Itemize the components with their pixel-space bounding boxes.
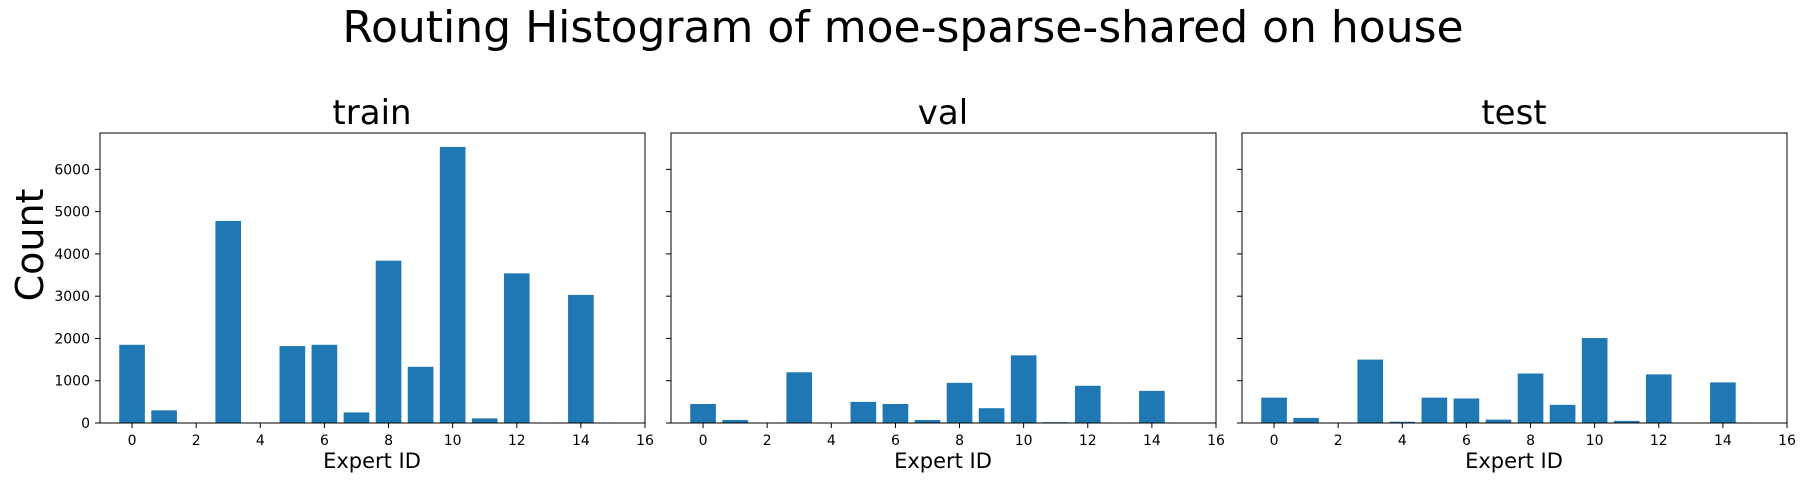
panel-title: train bbox=[332, 93, 411, 133]
x-tick-label: 4 bbox=[827, 433, 836, 449]
bar-expert-5 bbox=[850, 401, 877, 423]
bar-expert-9 bbox=[1549, 404, 1576, 423]
panel-val: val Expert ID 0 2 4 6 8 10 12 14 16 bbox=[666, 93, 1225, 473]
x-tick-label: 10 bbox=[444, 433, 462, 449]
bar-expert-6 bbox=[882, 403, 909, 423]
bar-expert-10 bbox=[439, 146, 466, 423]
x-tick-label: 6 bbox=[891, 433, 900, 449]
bars-train bbox=[119, 146, 594, 423]
bar-expert-10 bbox=[1581, 338, 1608, 423]
bar-expert-5 bbox=[1421, 397, 1448, 423]
y-tick-label: 5000 bbox=[54, 205, 90, 221]
bar-expert-12 bbox=[1645, 374, 1672, 423]
ticks-train: 0 2 4 6 8 10 12 14 16 0 1000 2000 3000 4000 5000 6000 bbox=[54, 162, 654, 449]
x-tick-label: 2 bbox=[763, 433, 772, 449]
x-tick-label: 16 bbox=[1778, 433, 1796, 449]
panel-title: val bbox=[918, 93, 968, 133]
bar-expert-8 bbox=[946, 382, 973, 423]
x-axis-label: Expert ID bbox=[894, 449, 992, 473]
bar-expert-9 bbox=[978, 408, 1005, 423]
x-tick-label: 2 bbox=[1334, 433, 1343, 449]
bar-expert-9 bbox=[407, 366, 434, 423]
x-tick-label: 8 bbox=[1526, 433, 1535, 449]
x-tick-label: 10 bbox=[1586, 433, 1604, 449]
bar-expert-0 bbox=[119, 344, 145, 423]
bar-expert-6 bbox=[311, 344, 338, 423]
x-tick-label: 2 bbox=[192, 433, 201, 449]
x-tick-label: 8 bbox=[955, 433, 964, 449]
bar-expert-4 bbox=[1389, 421, 1416, 423]
ticks-test: 0 2 4 6 8 10 12 14 16 bbox=[1237, 168, 1796, 449]
bar-expert-1 bbox=[151, 410, 177, 423]
bar-expert-14 bbox=[1710, 382, 1736, 423]
bar-expert-10 bbox=[1010, 355, 1037, 423]
x-tick-label: 6 bbox=[1462, 433, 1471, 449]
bar-expert-1 bbox=[1293, 417, 1319, 423]
x-axis-label: Expert ID bbox=[323, 449, 421, 473]
y-tick-label: 4000 bbox=[54, 247, 90, 263]
x-tick-label: 12 bbox=[1079, 433, 1097, 449]
bar-expert-3 bbox=[1357, 359, 1384, 423]
bars-val bbox=[690, 355, 1165, 423]
x-tick-label: 4 bbox=[1398, 433, 1407, 449]
x-tick-label: 12 bbox=[508, 433, 526, 449]
x-tick-label: 16 bbox=[1207, 433, 1225, 449]
bar-expert-5 bbox=[279, 346, 306, 423]
x-tick-label: 0 bbox=[1270, 433, 1279, 449]
x-tick-label: 14 bbox=[1143, 433, 1161, 449]
x-tick-label: 4 bbox=[256, 433, 265, 449]
bar-expert-0 bbox=[1261, 397, 1287, 423]
panel-title: test bbox=[1481, 93, 1546, 133]
bar-expert-14 bbox=[568, 294, 594, 423]
panel-train: train Expert ID 0 2 4 6 8 10 12 14 16 0 1000 2000 30… bbox=[54, 93, 654, 473]
bar-expert-8 bbox=[1517, 373, 1544, 423]
bar-expert-3 bbox=[786, 372, 813, 423]
x-tick-label: 0 bbox=[699, 433, 708, 449]
bar-expert-12 bbox=[503, 273, 530, 423]
bar-expert-8 bbox=[375, 260, 402, 423]
plot-frame bbox=[99, 132, 646, 424]
x-tick-label: 14 bbox=[1714, 433, 1732, 449]
y-tick-label: 1000 bbox=[54, 374, 90, 390]
y-tick-label: 3000 bbox=[54, 289, 90, 305]
bar-expert-7 bbox=[914, 420, 941, 423]
bar-expert-3 bbox=[215, 220, 242, 423]
plot-frame bbox=[670, 132, 1217, 424]
bar-expert-11 bbox=[1613, 420, 1640, 423]
x-tick-label: 12 bbox=[1650, 433, 1668, 449]
figure-ylabel: Count bbox=[8, 189, 52, 302]
x-tick-label: 0 bbox=[128, 433, 137, 449]
bar-expert-11 bbox=[471, 418, 498, 423]
y-tick-label: 2000 bbox=[54, 331, 90, 347]
bar-expert-1 bbox=[722, 420, 748, 423]
x-tick-label: 14 bbox=[572, 433, 590, 449]
bar-expert-7 bbox=[1485, 419, 1512, 423]
y-tick-label: 0 bbox=[81, 416, 90, 432]
figure-suptitle: Routing Histogram of moe-sparse-shared o… bbox=[342, 2, 1463, 53]
x-tick-label: 10 bbox=[1015, 433, 1033, 449]
bar-expert-6 bbox=[1453, 398, 1480, 423]
bar-expert-7 bbox=[343, 412, 370, 423]
ticks-val: 0 2 4 6 8 10 12 14 16 bbox=[666, 168, 1225, 449]
plot-frame bbox=[1241, 132, 1788, 424]
bar-expert-12 bbox=[1074, 385, 1101, 423]
bars-test bbox=[1261, 338, 1736, 423]
x-tick-label: 16 bbox=[636, 433, 654, 449]
x-tick-label: 6 bbox=[320, 433, 329, 449]
bar-expert-0 bbox=[690, 403, 716, 423]
x-tick-label: 8 bbox=[384, 433, 393, 449]
panel-test: test Expert ID 0 2 4 6 8 10 12 14 16 bbox=[1237, 93, 1796, 473]
y-tick-label: 6000 bbox=[54, 162, 90, 178]
x-axis-label: Expert ID bbox=[1465, 449, 1563, 473]
bar-expert-14 bbox=[1139, 390, 1165, 423]
